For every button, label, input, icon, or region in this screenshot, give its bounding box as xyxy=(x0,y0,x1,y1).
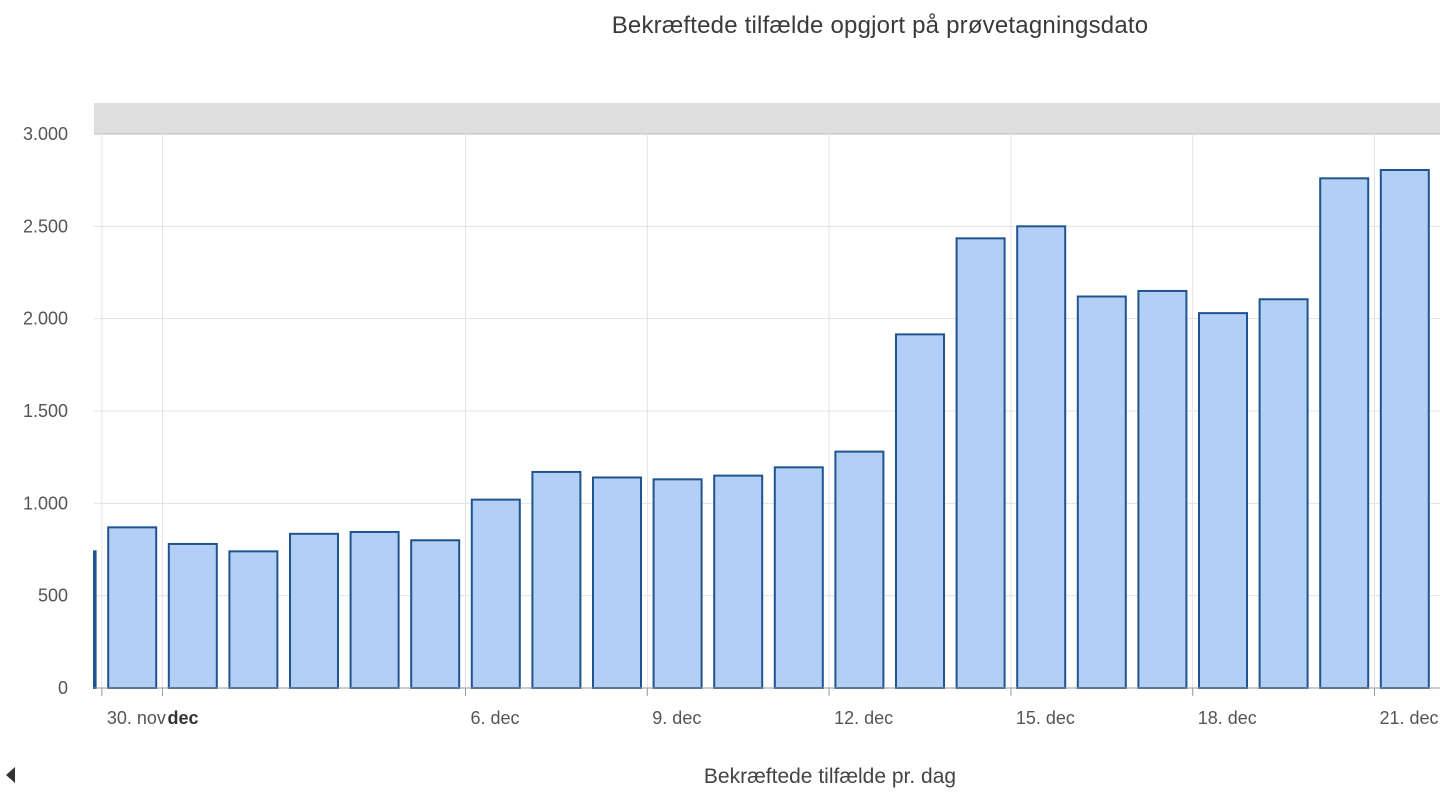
x-tick-label: 9. dec xyxy=(652,708,701,728)
bar xyxy=(652,478,703,689)
x-tick-label: 15. dec xyxy=(1016,708,1075,728)
bar xyxy=(93,550,97,690)
bar xyxy=(773,466,824,689)
bar xyxy=(1198,312,1248,689)
x-tick-label: 21. dec xyxy=(1380,708,1439,728)
bar xyxy=(895,333,945,689)
scroll-left-icon[interactable] xyxy=(6,767,15,783)
plot-header-band xyxy=(94,103,1440,134)
bar xyxy=(1379,169,1430,689)
x-tick-label: dec xyxy=(168,708,199,728)
bar xyxy=(1319,177,1370,689)
x-tick-label: 30. nov xyxy=(107,708,166,728)
x-tick-label: 12. dec xyxy=(834,708,893,728)
bar xyxy=(1137,289,1188,689)
bar xyxy=(834,450,885,690)
grid-layer xyxy=(94,133,1440,689)
bar xyxy=(228,550,279,690)
y-tick-label: 3.000 xyxy=(23,124,68,144)
bar xyxy=(1016,225,1067,689)
bar xyxy=(167,542,218,690)
y-tick-label: 1.500 xyxy=(23,401,68,421)
bar xyxy=(531,470,582,689)
bar xyxy=(410,539,461,689)
y-tick-label: 2.500 xyxy=(23,216,68,236)
bars-layer xyxy=(93,169,1430,690)
bar xyxy=(1076,295,1127,689)
axis-layer: 0 500 1.000 1.500 2.000 2.500 3.000 30. nov dec 6… xyxy=(23,124,1440,728)
bar xyxy=(349,530,400,689)
bar xyxy=(713,474,764,689)
x-axis-title: Bekræftede tilfælde pr. dag xyxy=(703,765,957,788)
bar xyxy=(1258,298,1309,689)
chart-title: Bekræftede tilfælde opgjort på prøvetagn… xyxy=(611,12,1149,39)
y-tick-label: 0 xyxy=(58,678,68,698)
x-tick-label: 6. dec xyxy=(471,708,520,728)
y-tick-label: 1.000 xyxy=(23,493,68,513)
bar xyxy=(470,498,521,690)
y-tick-label: 2.000 xyxy=(23,309,68,329)
bar xyxy=(107,526,158,690)
y-tick-label: 500 xyxy=(38,586,68,606)
bar xyxy=(955,237,1006,689)
bar xyxy=(289,532,339,690)
x-tick-label: 18. dec xyxy=(1198,708,1257,728)
bar xyxy=(592,476,642,690)
